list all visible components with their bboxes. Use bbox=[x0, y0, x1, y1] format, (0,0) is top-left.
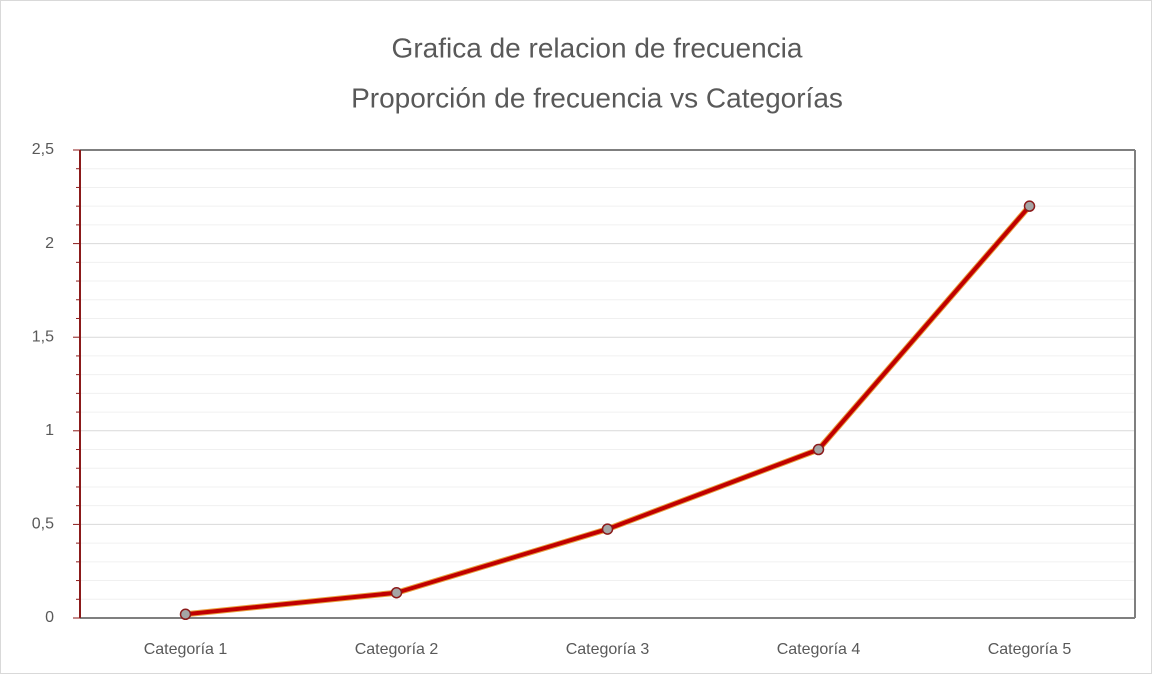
x-tick-label: Categoría 1 bbox=[144, 641, 228, 658]
marker bbox=[1023, 200, 1036, 212]
y-tick-label: 2 bbox=[45, 235, 54, 252]
y-tick-label: 1,5 bbox=[32, 328, 54, 345]
marker bbox=[812, 443, 825, 456]
x-tick-label: Categoría 2 bbox=[355, 641, 439, 658]
x-tick-label: Categoría 4 bbox=[777, 641, 861, 658]
y-tick-label: 2,5 bbox=[32, 141, 54, 158]
chart-subtitle: Proporción de frecuencia vs Categorías bbox=[351, 82, 843, 113]
x-tick-label: Categoría 3 bbox=[566, 641, 650, 658]
y-tick-label: 1 bbox=[45, 422, 54, 439]
y-tick-label: 0,5 bbox=[32, 516, 54, 533]
marker bbox=[601, 523, 614, 535]
x-tick-label: Categoría 5 bbox=[988, 641, 1072, 658]
y-tick-label: 0 bbox=[45, 609, 54, 626]
chart-title: Grafica de relacion de frecuencia bbox=[392, 32, 803, 63]
marker bbox=[390, 586, 403, 599]
marker bbox=[179, 608, 192, 621]
